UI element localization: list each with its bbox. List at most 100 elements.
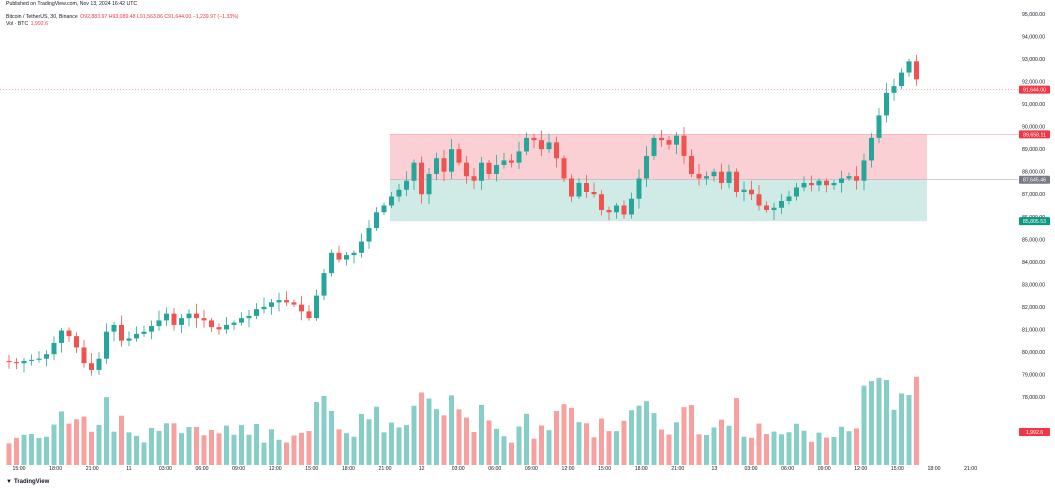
volume-bar [824, 437, 829, 465]
y-tick-label: 87,000.00 [1022, 192, 1045, 198]
candle-body [651, 137, 657, 156]
x-tick-label: 15:00 [891, 466, 904, 472]
volume-bar [756, 423, 762, 465]
volume-bar [254, 423, 259, 465]
volume-bar [869, 381, 874, 465]
candle-body [539, 140, 544, 150]
last-price-tag: 91,644.00 [1023, 88, 1046, 94]
volume-bar [719, 419, 724, 465]
y-tick-label: 90,000.00 [1022, 125, 1045, 131]
volume-bar [321, 395, 327, 465]
volume-bar [44, 436, 49, 465]
volume-bar [509, 442, 514, 465]
volume-bar [674, 422, 679, 465]
candle-body [21, 360, 27, 364]
volume-bar [689, 405, 694, 465]
candle-body [794, 187, 799, 197]
volume-bar [36, 438, 42, 465]
candle-body [704, 176, 709, 179]
volume-line: Vol · BTC 1,992.6 [6, 21, 49, 28]
tv-logo-icon: ▼ [6, 479, 12, 485]
candle-body [884, 92, 889, 116]
candle-body [216, 327, 222, 330]
volume-bar [359, 413, 364, 465]
volume-bar [381, 432, 387, 465]
y-tick-label: 92,000.00 [1022, 80, 1045, 86]
volume-bar [779, 434, 784, 465]
candle-body [741, 189, 747, 192]
candle-body [329, 252, 334, 274]
x-tick-label: 13 [712, 466, 718, 472]
x-tick-label: 21:00 [671, 466, 684, 472]
published-line: Published on TradingView.com, Nov 13, 20… [6, 1, 138, 7]
candle-body [81, 347, 87, 364]
volume-bar [306, 431, 312, 465]
x-tick-label: 11 [126, 466, 131, 472]
candle-body [531, 137, 537, 141]
volume-bar [614, 431, 619, 465]
candle-body [111, 324, 117, 332]
candle-body [584, 182, 589, 192]
candle-body [764, 205, 769, 211]
candle-body [816, 180, 822, 186]
candle-body [104, 331, 109, 359]
volume-bar [839, 426, 844, 465]
candle-body [239, 318, 244, 323]
candle-body [291, 302, 297, 305]
volume-bar [104, 397, 109, 465]
candle-body [479, 162, 484, 181]
volume-bar [291, 435, 297, 465]
volume-bar [644, 401, 649, 465]
volume-bar [239, 425, 244, 465]
x-tick-label: 03:00 [159, 466, 172, 472]
x-tick-label: 18:00 [49, 466, 62, 472]
volume-bar [479, 404, 484, 465]
zone-bottom-tag-bg [1019, 217, 1050, 226]
volume-bar [336, 429, 342, 465]
volume-bar [134, 435, 139, 465]
candle-body [419, 162, 424, 195]
volume-bar [651, 413, 657, 465]
volume-bar [494, 428, 499, 465]
volume-bar [914, 376, 919, 465]
candle-body [726, 171, 732, 183]
volume-bar [89, 431, 94, 465]
candle-body [74, 336, 79, 348]
candle-body [606, 210, 612, 213]
candle-body [629, 198, 634, 215]
candle-body [786, 196, 792, 201]
time-axis: 15:00 18:00 21:00 11 03:00 06:00 09:00 12:00 15:… [13, 466, 978, 472]
volume-bar [14, 437, 19, 465]
volume-bar [6, 443, 12, 465]
candle-body [141, 331, 147, 334]
symbol-line: Bitcoin / TetherUS, 30, Binance O92,883.… [6, 14, 240, 21]
volume-bar [396, 427, 402, 465]
candle-body [906, 61, 912, 73]
candle-body [621, 205, 627, 215]
candle-body [261, 306, 267, 310]
y-tick-label: 95,000.00 [1022, 12, 1045, 18]
candle-body [734, 171, 739, 192]
candle-body [321, 273, 327, 296]
candle-body [231, 322, 237, 325]
range-zones [0, 89, 1018, 222]
candle-body [824, 180, 829, 186]
volume-bar [539, 425, 544, 465]
candle-body [66, 330, 72, 337]
volume-bar [764, 434, 769, 465]
volume-bar [546, 430, 552, 465]
candle-body [254, 309, 259, 316]
y-tick-label: 82,000.00 [1022, 305, 1045, 311]
candle-body [696, 173, 702, 179]
candle-body [224, 324, 229, 330]
candle-body [839, 178, 844, 183]
candle-body [156, 320, 162, 327]
candle-body [44, 354, 49, 359]
candle-body [411, 162, 417, 181]
volume-bar [59, 411, 64, 465]
volume-bar [876, 377, 882, 465]
volume-bar [576, 422, 582, 465]
y-tick-label: 94,000.00 [1022, 35, 1045, 41]
candle-body [171, 313, 177, 325]
